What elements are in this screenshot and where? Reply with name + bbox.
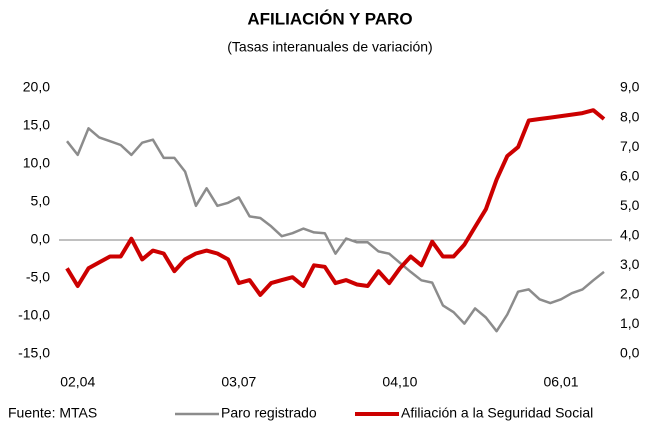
y2-tick-label: 5,0 xyxy=(620,197,640,213)
y-tick-label: 5,0 xyxy=(31,193,51,209)
series-line xyxy=(65,108,606,297)
y-tick-label: 20,0 xyxy=(23,79,50,95)
y2-tick-label: 4,0 xyxy=(620,226,640,242)
series-line xyxy=(66,127,605,333)
y2-tick-label: 0,0 xyxy=(620,345,640,361)
y2-tick-label: 2,0 xyxy=(620,286,640,302)
source-note: Fuente: MTAS xyxy=(8,405,97,421)
x-tick-label: 04,10 xyxy=(382,374,417,390)
y-tick-label: -5,0 xyxy=(26,269,50,285)
y-tick-label: 10,0 xyxy=(23,155,50,171)
y-tick-label: -10,0 xyxy=(18,307,50,323)
y2-tick-label: 7,0 xyxy=(620,138,640,154)
y2-tick-label: 6,0 xyxy=(620,167,640,183)
chart-subtitle: (Tasas interanuales de variación) xyxy=(227,39,432,55)
y-tick-label: 0,0 xyxy=(31,231,51,247)
chart-title: AFILIACIÓN Y PARO xyxy=(247,9,412,28)
x-tick-label: 03,07 xyxy=(221,374,256,390)
legend-label: Paro registrado xyxy=(221,405,317,421)
y2-tick-label: 1,0 xyxy=(620,315,640,331)
legend-label: Afiliación a la Seguridad Social xyxy=(401,405,593,421)
x-tick-label: 02,04 xyxy=(60,374,95,390)
y2-tick-label: 8,0 xyxy=(620,108,640,124)
y2-tick-label: 9,0 xyxy=(620,79,640,95)
x-tick-label: 06,01 xyxy=(544,374,579,390)
y2-tick-label: 3,0 xyxy=(620,256,640,272)
y-tick-label: 15,0 xyxy=(23,117,50,133)
y-tick-label: -15,0 xyxy=(18,345,50,361)
